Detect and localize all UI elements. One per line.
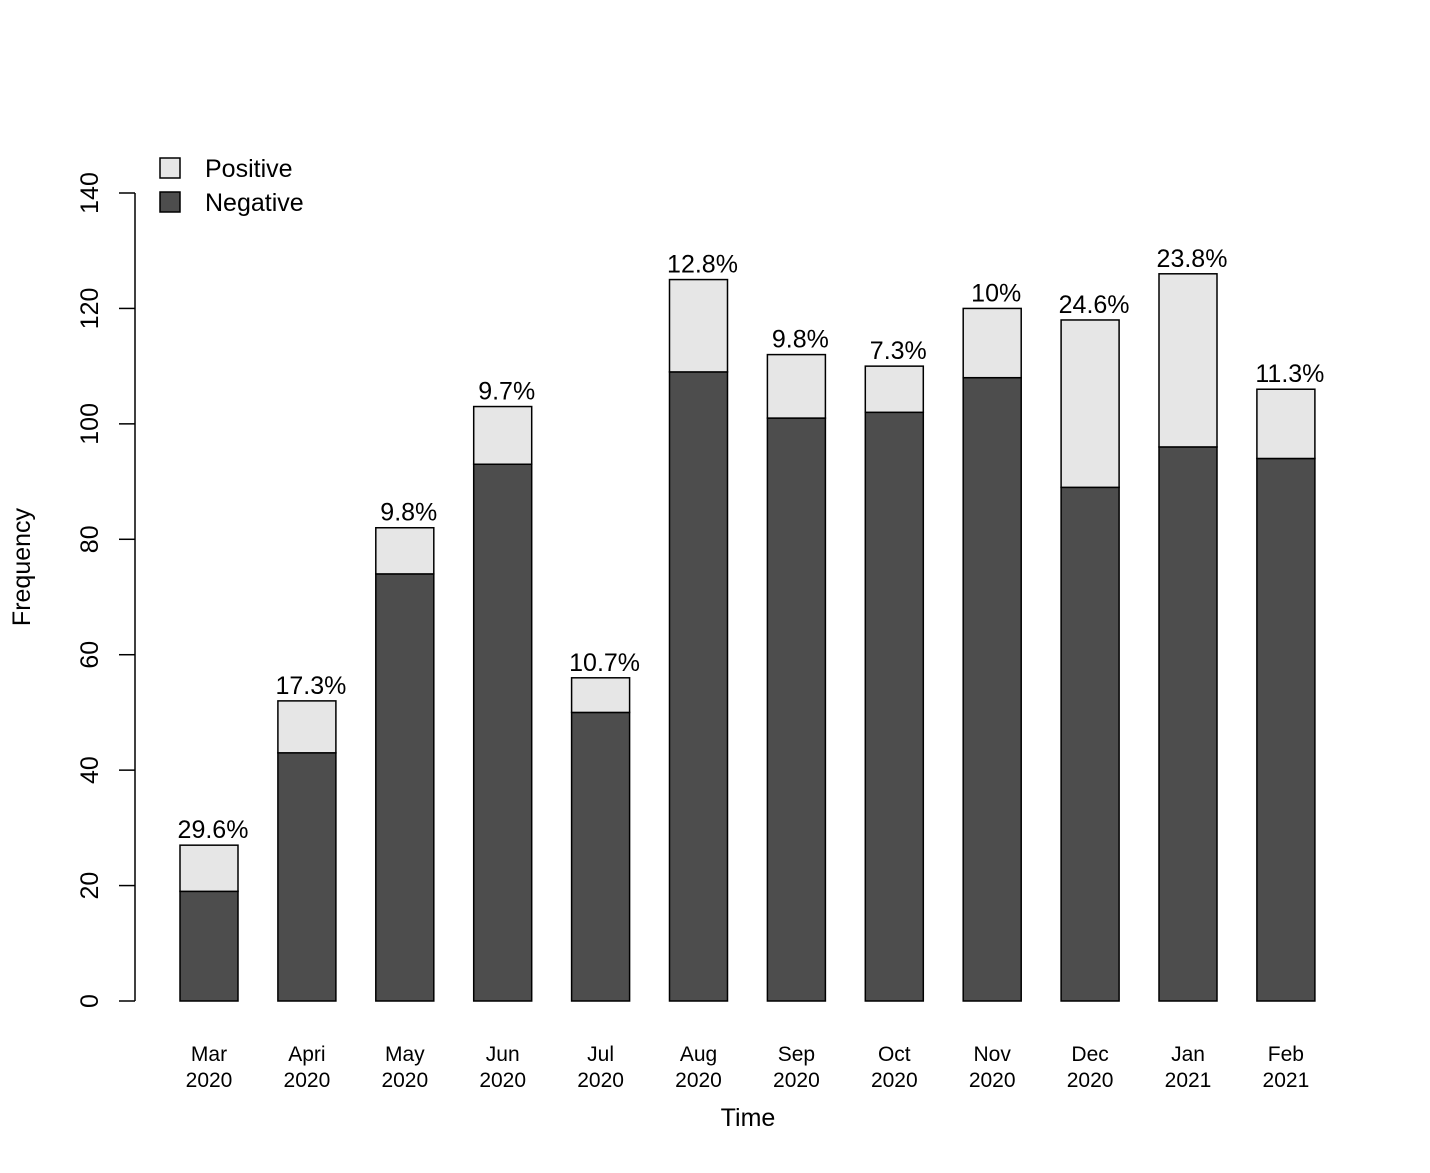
x-tick-label-month: Feb — [1268, 1043, 1304, 1066]
bar-percent-label: 9.8% — [772, 326, 829, 354]
bar-positive — [962, 307, 1022, 379]
y-tick-label: 0 — [76, 994, 104, 1008]
x-tick-label-year: 2021 — [1165, 1069, 1212, 1092]
legend-label: Negative — [205, 189, 304, 217]
x-tick-label-year: 2020 — [186, 1069, 233, 1092]
x-tick-label-month: Jul — [587, 1043, 614, 1066]
bar-percent-label: 11.3% — [1255, 360, 1324, 388]
bar-negative — [962, 376, 1022, 1002]
bar-negative — [375, 573, 435, 1002]
bar-labels: 29.6% 17.3% 9.8% 9.7% 10.7% 12.8% 9.8% 7.3% 10% 2… — [178, 245, 1325, 844]
bar-negative — [1158, 446, 1218, 1002]
y-axis-title: Frequency — [8, 507, 36, 626]
y-axis: 0 20 40 60 80 100 120 140 — [76, 172, 136, 1008]
bar-percent-label: 12.8% — [667, 251, 738, 279]
y-tick-label: 120 — [76, 288, 104, 330]
x-tick-label-year: 2020 — [1067, 1069, 1114, 1092]
x-tick-label-year: 2020 — [479, 1069, 526, 1092]
bar-negative — [570, 711, 631, 1002]
bar-percent-label: 23.8% — [1157, 245, 1228, 273]
y-tick-label: 40 — [76, 756, 104, 784]
bar-positive — [1158, 273, 1218, 448]
bar-positive — [766, 353, 827, 419]
x-tick-label-month: Sep — [778, 1043, 815, 1066]
x-tick-label-month: Apri — [288, 1043, 325, 1066]
legend-label: Positive — [205, 155, 293, 183]
bar-positive — [277, 700, 337, 754]
x-tick-label-month: Nov — [974, 1043, 1012, 1066]
bar-positive — [1256, 388, 1316, 460]
y-tick-label: 100 — [76, 403, 104, 445]
bar-positive — [179, 844, 239, 893]
x-tick-label-month: Dec — [1071, 1043, 1108, 1066]
legend-swatch — [159, 157, 181, 179]
x-tick-label-year: 2020 — [381, 1069, 428, 1092]
legend-swatch — [159, 191, 181, 213]
x-tick-label-month: Oct — [878, 1043, 911, 1066]
x-tick-label-year: 2020 — [675, 1069, 722, 1092]
bar-percent-label: 9.7% — [478, 378, 535, 406]
bar-negative — [864, 411, 925, 1002]
x-tick-label-year: 2020 — [577, 1069, 624, 1092]
y-tick-label: 60 — [76, 641, 104, 669]
x-tick-label-year: 2020 — [871, 1069, 918, 1092]
bar-positive — [570, 677, 631, 714]
x-tick-label-year: 2021 — [1263, 1069, 1310, 1092]
bar-percent-label: 7.3% — [870, 337, 927, 365]
x-tick-label-year: 2020 — [284, 1069, 331, 1092]
bar-negative — [1256, 457, 1316, 1002]
bar-negative — [766, 417, 827, 1002]
x-tick-label-month: Jun — [486, 1043, 520, 1066]
bar-percent-label: 29.6% — [178, 816, 249, 844]
bar-percent-label: 10.7% — [569, 649, 640, 677]
x-tick-label-month: Jan — [1171, 1043, 1205, 1066]
x-tick-label-month: Aug — [680, 1043, 717, 1066]
bar-negative — [1060, 486, 1120, 1002]
bar-percent-label: 10% — [971, 279, 1021, 307]
y-tick-label: 80 — [76, 525, 104, 553]
bar-negative — [668, 371, 729, 1002]
bar-positive — [668, 278, 729, 373]
legend: Positive Negative — [159, 155, 304, 217]
x-tick-label-month: May — [385, 1043, 425, 1066]
bar-positive — [864, 365, 925, 414]
x-axis-labels: Mar 2020 Apri 2020 May 2020 Jun 2020 Jul 2020 Aug 2… — [186, 1043, 1310, 1092]
bar-percent-label: 24.6% — [1059, 291, 1130, 319]
x-tick-label-year: 2020 — [773, 1069, 820, 1092]
bar-positive — [1060, 319, 1120, 489]
y-tick-label: 140 — [76, 172, 104, 214]
bar-negative — [179, 890, 239, 1002]
y-tick-label: 20 — [76, 872, 104, 900]
bar-positive — [375, 526, 435, 575]
bar-negative — [277, 752, 337, 1002]
x-tick-label-year: 2020 — [969, 1069, 1016, 1092]
bar-percent-label: 9.8% — [380, 499, 437, 527]
x-axis-title: Time — [721, 1104, 776, 1132]
bar-negative — [472, 463, 533, 1002]
bars — [179, 273, 1316, 1002]
bar-positive — [472, 405, 533, 466]
bar-percent-label: 17.3% — [275, 672, 346, 700]
x-tick-label-month: Mar — [191, 1043, 227, 1066]
